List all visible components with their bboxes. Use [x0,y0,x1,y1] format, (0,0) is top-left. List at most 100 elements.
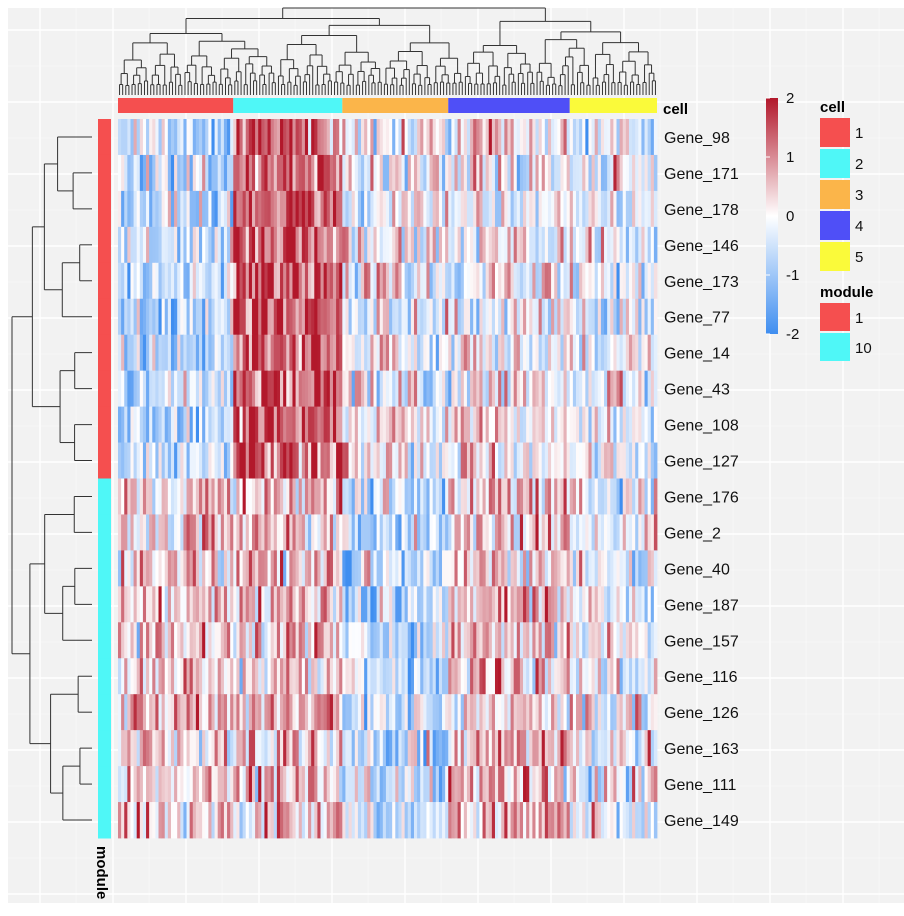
heatmap-cell [320,586,325,623]
heatmap-cell [526,406,530,443]
heatmap-cell [547,154,552,192]
heatmap-cell [575,406,580,443]
heatmap-cell [619,694,624,731]
heatmap-cell [473,550,477,587]
heatmap-cell [622,766,627,803]
heatmap-cell [538,586,543,623]
heatmap-cell [286,694,290,731]
heatmap-cell [367,658,371,695]
heatmap-cell [280,190,284,228]
heatmap-cell [510,119,515,156]
heatmap-cell [413,514,418,551]
heatmap-cell [214,550,219,587]
heatmap-cell [127,190,131,228]
heatmap-cell [217,586,222,623]
heatmap-cell [295,226,300,264]
heatmap-cell [410,550,415,587]
heatmap-cell [142,730,147,767]
heatmap-cell [273,694,278,731]
heatmap-cell [342,370,346,407]
heatmap-cell [314,226,318,264]
heatmap-cell [155,154,159,192]
heatmap-cell [473,730,477,767]
heatmap-cell [485,119,490,156]
row-label: Gene_116 [664,669,738,686]
heatmap-cell [591,226,596,264]
heatmap-cell [460,442,465,479]
heatmap-cell [448,119,452,156]
heatmap-cell [223,694,228,731]
heatmap-cell [304,478,309,515]
heatmap-cell [563,298,568,336]
heatmap-cell [460,262,465,300]
heatmap-cell [276,298,281,336]
heatmap-cell [270,586,275,623]
heatmap-cell [628,730,633,767]
heatmap-cell [532,550,536,587]
heatmap-cell [177,262,181,300]
heatmap-cell [535,694,540,731]
heatmap-cell [270,119,275,156]
heatmap-cell [317,694,321,731]
heatmap-cell [308,190,312,228]
heatmap-cell [155,730,159,767]
heatmap-cell [420,622,424,659]
heatmap-cell [644,442,649,479]
heatmap-cell [373,478,377,515]
heatmap-cell [438,370,443,407]
heatmap-cell [632,694,636,731]
heatmap-cell [192,262,197,300]
heatmap-cell [180,298,184,336]
heatmap-cell [161,478,166,515]
heatmap-cell [488,190,493,228]
heatmap-cell [161,334,166,372]
heatmap-cell [482,442,487,479]
heatmap-cell [357,622,362,659]
heatmap-cell [239,334,244,372]
heatmap-cell [610,370,614,407]
heatmap-cell [435,766,440,803]
heatmap-cell [579,550,583,587]
heatmap-cell [423,154,427,192]
heatmap-cell [479,298,483,336]
heatmap-cell [311,586,315,623]
heatmap-cell [442,406,446,443]
heatmap-cell [351,190,356,228]
heatmap-cell [382,622,387,659]
heatmap-cell [295,442,300,479]
heatmap-cell [323,694,328,731]
heatmap-cell [382,694,387,731]
heatmap-cell [547,586,552,623]
heatmap-cell [526,730,530,767]
heatmap-cell [560,370,564,407]
heatmap-cell [233,550,237,587]
heatmap-cell [413,586,418,623]
heatmap-cell [491,119,496,156]
row-label: Gene_149 [664,813,739,830]
heatmap-cell [304,262,309,300]
heatmap-cell [370,262,374,300]
heatmap-cell [429,442,434,479]
heatmap-cell [236,334,240,372]
heatmap-cell [604,550,608,587]
heatmap-cell [382,478,387,515]
heatmap-cell [142,442,147,479]
heatmap-cell [594,262,599,300]
heatmap-cell [557,658,561,695]
heatmap-cell [245,190,250,228]
heatmap-cell [311,334,315,372]
heatmap-cell [314,766,318,803]
heatmap-cell [376,694,381,731]
heatmap-cell [588,406,592,443]
heatmap-cell [454,154,459,192]
heatmap-cell [357,730,362,767]
heatmap-cell [513,442,518,479]
heatmap-cell [202,298,206,336]
heatmap-cell [379,406,384,443]
heatmap-cell [348,154,353,192]
heatmap-cell [538,262,543,300]
heatmap-cell [426,694,430,731]
heatmap-cell [382,658,387,695]
heatmap-cell [308,262,312,300]
heatmap-cell [317,226,321,264]
